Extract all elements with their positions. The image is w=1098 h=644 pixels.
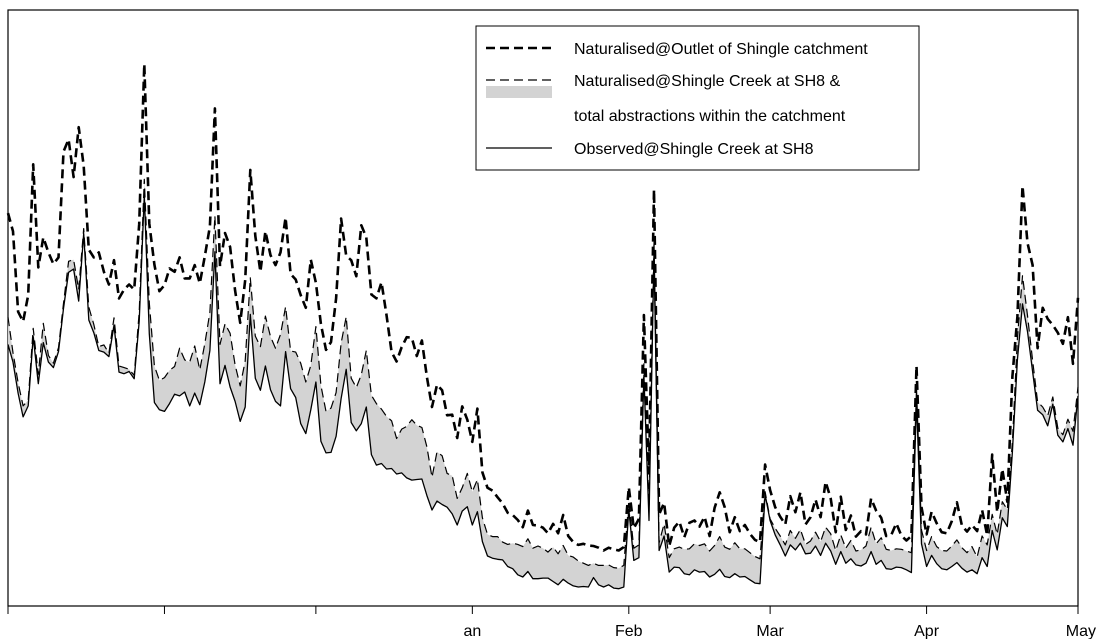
x-axis: an Feb Mar Apr May [7,605,1096,640]
x-tick-label-5: Mar [756,623,784,639]
x-tick-label-4: Feb [615,623,643,639]
x-tick-label-3: an [463,623,481,639]
legend: Naturalised@Outlet of Shingle catchment … [475,25,920,171]
series-layer [6,62,1080,590]
legend-label-observed: Observed@Shingle Creek at SH8 [574,141,814,158]
legend-label-sh8-naturalised: Naturalised@Shingle Creek at SH8 & [574,73,840,90]
legend-swatch-band [486,86,552,98]
series-line-observed-sh8 [7,194,1079,590]
x-tick-label-7: May [1066,623,1096,639]
series-line-naturalised-sh8 [7,178,1079,569]
x-tick-label-6: Apr [914,623,940,639]
legend-label-outlet: Naturalised@Outlet of Shingle catchment [574,41,868,58]
legend-label-abstractions: total abstractions within the catchment [574,108,846,125]
series-line-naturalised-outlet [6,62,1080,552]
